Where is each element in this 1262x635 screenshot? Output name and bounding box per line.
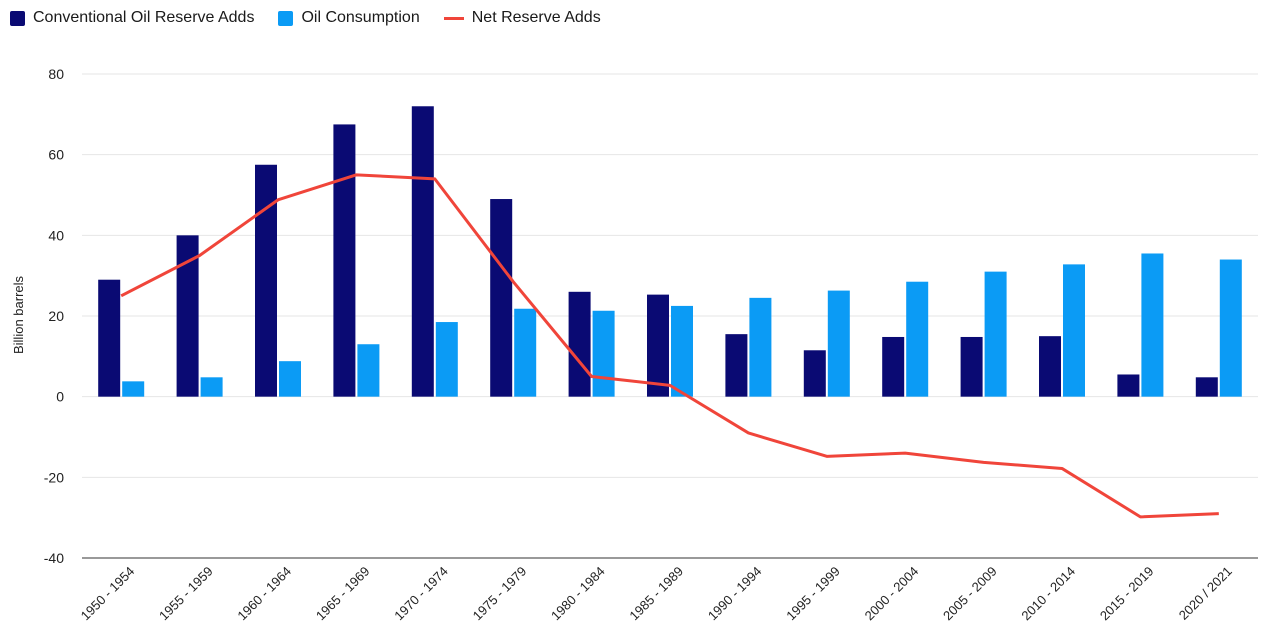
bar-oil-consumption bbox=[514, 308, 537, 397]
bar-oil-consumption bbox=[592, 310, 615, 397]
y-tick-label: -40 bbox=[44, 550, 64, 566]
x-tick-label: 1970 - 1974 bbox=[391, 564, 451, 624]
x-tick-label: 1995 - 1999 bbox=[783, 564, 843, 624]
legend-item-reserve-adds[interactable]: Conventional Oil Reserve Adds bbox=[10, 9, 254, 27]
legend-swatch-oil-consumption bbox=[278, 10, 294, 26]
net-line-layer bbox=[120, 173, 1219, 519]
y-axis-title: Billion barrels bbox=[11, 275, 26, 354]
bar-reserve-adds bbox=[176, 235, 199, 397]
bar-oil-consumption bbox=[906, 281, 929, 397]
legend-label-reserve-adds: Conventional Oil Reserve Adds bbox=[33, 9, 255, 26]
x-tick-label: 1955 - 1959 bbox=[156, 564, 216, 624]
x-tick-label: 1975 - 1979 bbox=[470, 564, 530, 624]
bar-reserve-adds bbox=[647, 294, 669, 397]
x-tick-label: 2005 - 2009 bbox=[940, 564, 1000, 624]
x-tick-label: 1980 - 1984 bbox=[548, 564, 608, 624]
x-tick-label: 1985 - 1989 bbox=[626, 564, 686, 624]
bar-oil-consumption bbox=[357, 344, 380, 397]
y-tick-label: 40 bbox=[48, 227, 64, 243]
x-tick-label: 1990 - 1994 bbox=[705, 564, 765, 624]
x-tick-label: 2020 / 2021 bbox=[1176, 564, 1235, 623]
chart-legend: Conventional Oil Reserve Adds Oil Consum… bbox=[10, 9, 601, 27]
bar-oil-consumption bbox=[1219, 259, 1242, 397]
bar-oil-consumption bbox=[279, 361, 301, 397]
x-tick-label: 2010 - 2014 bbox=[1018, 564, 1078, 624]
bar-reserve-adds bbox=[1117, 374, 1140, 397]
bar-reserve-adds bbox=[490, 199, 513, 397]
bar-reserve-adds bbox=[411, 106, 434, 397]
x-tick-labels: 1950 - 1954 1955 - 1959 1960 - 1964 1965 - … bbox=[78, 564, 1235, 624]
bars bbox=[98, 106, 1242, 397]
bar-oil-consumption bbox=[122, 381, 145, 397]
y-tick-label: 20 bbox=[48, 308, 64, 324]
x-tick-label: 1965 - 1969 bbox=[313, 564, 373, 624]
y-tick-label: -20 bbox=[44, 469, 64, 485]
y-tick-label: 80 bbox=[48, 66, 64, 82]
legend-swatch-net-reserve-adds bbox=[443, 16, 464, 20]
legend-swatch-reserve-adds bbox=[10, 10, 25, 26]
bar-oil-consumption bbox=[671, 305, 693, 397]
bar-reserve-adds bbox=[882, 336, 905, 397]
bar-oil-consumption bbox=[749, 297, 772, 397]
bar-reserve-adds bbox=[803, 350, 826, 397]
legend-item-oil-consumption[interactable]: Oil Consumption bbox=[278, 9, 420, 27]
legend-item-net-reserve-adds[interactable]: Net Reserve Adds bbox=[443, 9, 601, 27]
bar-reserve-adds bbox=[960, 336, 983, 397]
bar-oil-consumption bbox=[984, 271, 1007, 397]
legend-label-net-reserve-adds: Net Reserve Adds bbox=[471, 9, 601, 26]
gridlines bbox=[82, 73, 1258, 559]
y-tick-label: 60 bbox=[48, 147, 64, 163]
bar-oil-consumption bbox=[1063, 264, 1085, 397]
bar-reserve-adds bbox=[725, 334, 748, 397]
bar-reserve-adds bbox=[1195, 377, 1218, 397]
bar-reserve-adds bbox=[333, 124, 356, 397]
bar-reserve-adds bbox=[98, 279, 121, 397]
x-tick-label: 2015 - 2019 bbox=[1097, 564, 1157, 624]
bar-oil-consumption bbox=[827, 290, 850, 397]
bar-oil-consumption bbox=[200, 377, 223, 397]
y-tick-label: 0 bbox=[56, 389, 64, 405]
bar-oil-consumption bbox=[1141, 253, 1164, 397]
legend-label-oil-consumption: Oil Consumption bbox=[301, 9, 420, 26]
x-tick-label: 1960 - 1964 bbox=[234, 564, 294, 624]
bar-reserve-adds bbox=[1039, 336, 1061, 397]
x-tick-label: 2000 - 2004 bbox=[862, 564, 922, 624]
y-tick-labels: 80 60 40 20 0 -20 -40 bbox=[44, 66, 64, 566]
bar-reserve-adds bbox=[568, 291, 591, 397]
bar-reserve-adds bbox=[255, 164, 277, 397]
bar-oil-consumption bbox=[435, 322, 458, 397]
x-tick-label: 1950 - 1954 bbox=[78, 564, 138, 624]
